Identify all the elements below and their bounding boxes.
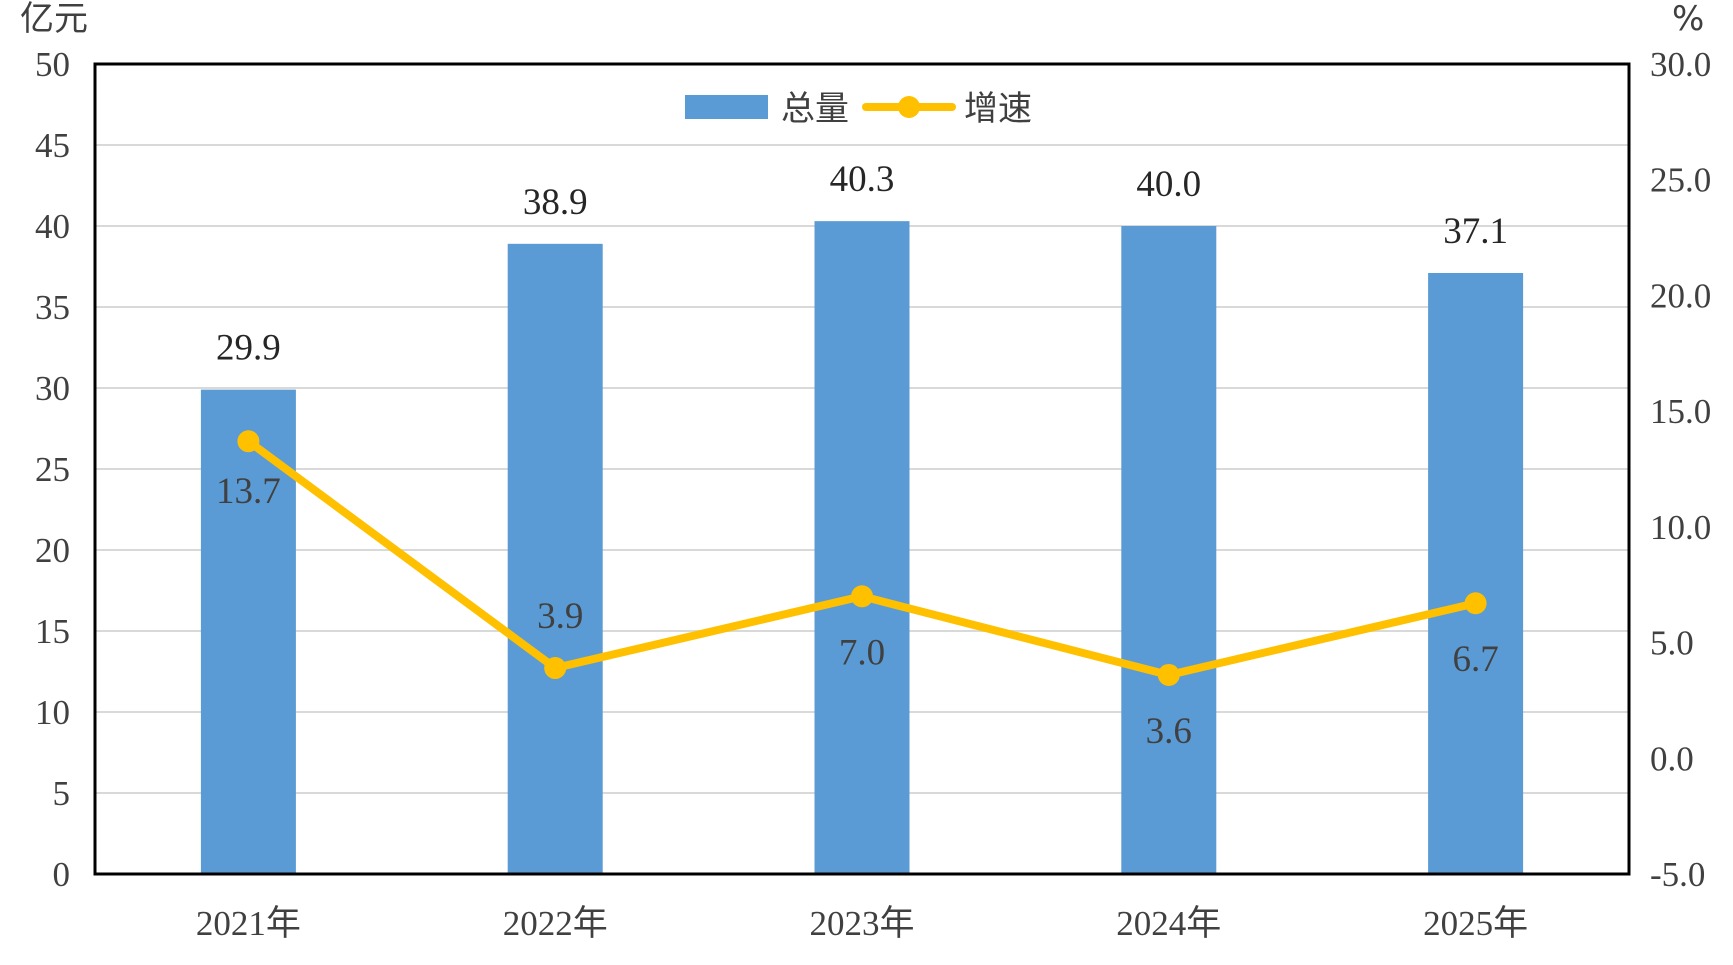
legend-bar-label: 总量 (781, 89, 849, 129)
line-series (237, 430, 1487, 686)
y-left-tick-label: 25 (35, 450, 70, 489)
y-right-tick-label: 25.0 (1650, 161, 1711, 200)
y-right-tick-label: 5.0 (1650, 624, 1694, 663)
bar (1121, 226, 1217, 874)
y-left-tick-label: 50 (35, 45, 70, 84)
growth-point (1157, 663, 1180, 686)
legend-bar-swatch (685, 95, 768, 119)
x-category-label: 2021年 (196, 904, 301, 943)
y-right-tick-label: 10.0 (1650, 508, 1711, 547)
line-data-label: 3.6 (1146, 711, 1192, 752)
y-left-tick-label: 20 (35, 531, 70, 570)
growth-point (1464, 592, 1487, 615)
plot-border (93, 62, 1631, 876)
y-right-tick-label: 30.0 (1650, 45, 1711, 84)
bar (507, 243, 603, 874)
y-left-tick-label: 35 (35, 288, 70, 327)
y-left-tick-label: 45 (35, 126, 70, 165)
bar-data-label: 29.9 (216, 328, 281, 369)
legend: 总量 增速 (685, 89, 1032, 129)
bar-data-label: 40.0 (1136, 164, 1201, 205)
x-category-label: 2023年 (809, 904, 914, 943)
bar (814, 221, 910, 874)
bar (1428, 272, 1524, 875)
line-data-label: 7.0 (839, 632, 885, 673)
bar-data-label: 37.1 (1443, 211, 1508, 252)
line-data-label: 13.7 (216, 471, 281, 512)
y-left-unit: 亿元 (20, 0, 88, 39)
bar-data-label: 40.3 (830, 159, 895, 200)
y-left-tick-label: 0 (53, 855, 71, 894)
y-right-unit: % (1672, 0, 1704, 39)
bar-series (200, 221, 1524, 875)
legend-line-label: 增速 (964, 89, 1032, 129)
legend-line-marker (898, 96, 920, 118)
plot-frame (93, 62, 1631, 876)
y-left-tick-label: 10 (35, 693, 70, 732)
y-left-tick-label: 30 (35, 369, 70, 408)
y-right-tick-label: -5.0 (1650, 855, 1705, 894)
x-category-label: 2024年 (1116, 904, 1221, 943)
growth-point (851, 585, 873, 608)
line-data-label: 3.9 (537, 596, 583, 637)
x-category-label: 2025年 (1423, 904, 1528, 943)
y-right-tick-label: 15.0 (1650, 392, 1711, 431)
y-left-tick-label: 40 (35, 207, 70, 246)
x-category-label: 2022年 (503, 904, 608, 943)
growth-point (544, 657, 567, 680)
y-right-tick-label: 0.0 (1650, 739, 1694, 778)
growth-point (237, 430, 260, 453)
y-left-tick-label: 5 (53, 774, 71, 813)
y-left-tick-label: 15 (35, 612, 70, 651)
bar (200, 389, 296, 874)
line-data-label: 6.7 (1452, 639, 1498, 680)
axes: 0 5 10 15 20 25 30 35 40 45 50 -5.0 0.0 5.0 10.0 15.0 20… (20, 0, 1711, 943)
data-labels: 29.9 38.9 40.3 40.0 37.1 13.7 3.9 7.0 3.6 6.7 (216, 159, 1508, 752)
bar-data-label: 38.9 (523, 182, 588, 223)
y-right-tick-label: 20.0 (1650, 276, 1711, 315)
